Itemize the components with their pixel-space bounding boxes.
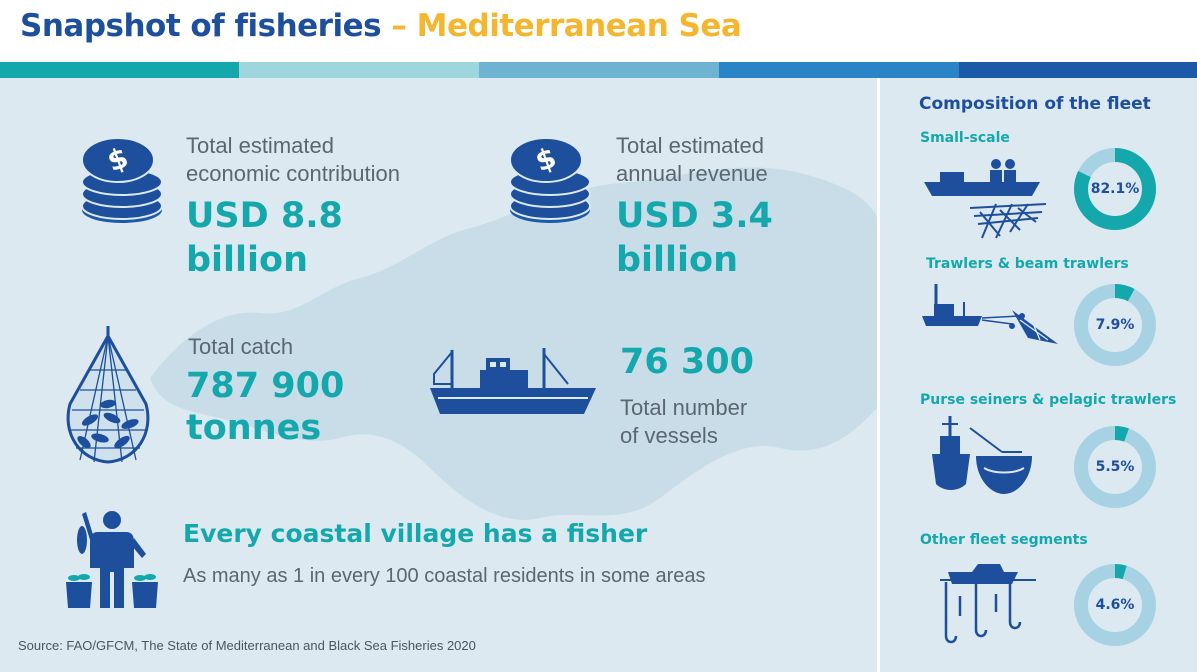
header-stripe-3	[479, 62, 719, 78]
segment-label-other: Other fleet segments	[920, 532, 1088, 548]
donut-small-scale	[1074, 148, 1156, 230]
village-heading: Every coastal village has a fisher	[183, 519, 648, 548]
source-note: Source: FAO/GFCM, The State of Mediterra…	[18, 638, 476, 653]
vessels-value: 76 300	[620, 342, 754, 382]
page-title: Snapshot of fisheries – Mediterranean Se…	[20, 8, 742, 44]
mediterranean-map	[150, 167, 877, 520]
donut-value-other: 4.6%	[1095, 597, 1135, 613]
economic-label-2: economic contribution	[186, 161, 401, 186]
donut-trawlers	[1074, 284, 1156, 366]
catch-value-2: tonnes	[186, 408, 322, 448]
coin-stack-icon: $	[509, 137, 591, 223]
catch-label: Total catch	[188, 334, 294, 359]
donut-value-trawlers: 7.9%	[1095, 317, 1135, 333]
vessels-label-1: Total number	[620, 395, 748, 420]
fishing-vessel-icon	[430, 348, 596, 414]
vessels-label-2: of vessels	[620, 423, 718, 448]
revenue-value-1: USD 3.4	[616, 196, 773, 236]
economic-value-1: USD 8.8	[186, 196, 343, 236]
header-stripe-4	[719, 62, 959, 78]
fishing-net-icon	[66, 326, 150, 464]
header: Snapshot of fisheries – Mediterranean Se…	[0, 0, 1197, 62]
economic-value-2: billion	[186, 240, 309, 280]
header-stripe-2	[239, 62, 479, 78]
revenue-value-2: billion	[616, 240, 739, 280]
purse-seiner-icon	[932, 416, 1032, 494]
title-dash: –	[391, 8, 407, 44]
village-subtext: As many as 1 in every 100 coastal reside…	[183, 565, 706, 587]
segment-label-trawlers: Trawlers & beam trawlers	[926, 256, 1129, 272]
fleet-title: Composition of the fleet	[919, 94, 1151, 114]
title-region: Mediterranean Sea	[416, 8, 742, 44]
donut-other	[1074, 564, 1156, 646]
fleet-panel: Composition of the fleet Small-scale 82.…	[877, 78, 1197, 672]
segment-label-purse-seiners: Purse seiners & pelagic trawlers	[920, 392, 1177, 408]
small-boat-icon	[924, 159, 1047, 239]
donut-purse-seiners	[1074, 426, 1156, 508]
header-stripe-1	[0, 62, 239, 78]
donut-value-purse-seiners: 5.5%	[1095, 459, 1135, 475]
revenue-label-1: Total estimated	[616, 133, 764, 158]
economic-label-1: Total estimated	[186, 133, 334, 158]
coin-stack-icon: $	[81, 137, 163, 223]
main-panel: $ Total estimated economic contribution …	[0, 78, 877, 672]
revenue-label-2: annual revenue	[616, 161, 768, 186]
donut-value-small-scale: 82.1%	[1090, 181, 1140, 197]
segment-label-small-scale: Small-scale	[920, 130, 1010, 146]
fisher-icon	[66, 511, 158, 608]
catch-value-1: 787 900	[186, 366, 345, 406]
trawler-icon	[922, 284, 1058, 344]
header-stripe-5	[959, 62, 1197, 78]
title-main: Snapshot of fisheries	[20, 8, 382, 44]
hooks-boat-icon	[940, 564, 1036, 644]
